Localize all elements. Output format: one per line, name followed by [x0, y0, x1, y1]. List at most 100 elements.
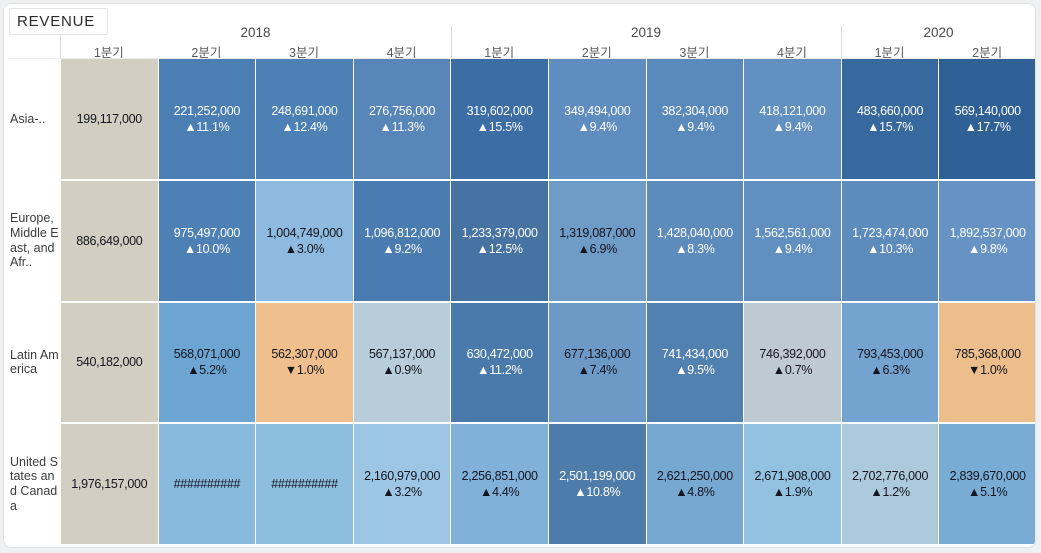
cell-value: 1,562,561,000 [754, 225, 831, 240]
cell-change: ▲4.4% [480, 485, 520, 500]
quarter-header[interactable]: 2분기 [972, 46, 1003, 60]
cell-value: ########## [271, 477, 338, 492]
cell-change: ▲9.8% [968, 241, 1008, 256]
cell-change: ▲12.4% [281, 119, 328, 134]
cell-change: ▲10.0% [183, 241, 230, 256]
cell-value: 2,160,979,000 [364, 469, 441, 484]
cell-value: 2,501,199,000 [559, 469, 636, 484]
cell-value: 199,117,000 [76, 111, 143, 126]
heatmap-cell[interactable]: 382,304,000 ▲9.4% [646, 59, 744, 179]
heatmap-cell[interactable]: 975,497,000 ▲10.0% [158, 180, 256, 301]
heatmap-cell[interactable]: 785,368,000 ▼1.0% [939, 302, 1035, 423]
revenue-card: REVENUE 2018 2019 2020 1분기 2분기 3분기 4분기 1분기 2분… [3, 3, 1036, 548]
heatmap-cell[interactable]: 1,233,379,000 ▲12.5% [451, 180, 548, 301]
heatmap-cell[interactable]: 568,071,000 ▲5.2% [158, 302, 256, 423]
year-separator [841, 26, 842, 59]
year-header-2019[interactable]: 2019 [630, 25, 662, 40]
cell-change: ▲11.1% [184, 119, 230, 134]
heatmap-cell[interactable]: 569,140,000 ▲17.7% [939, 59, 1035, 179]
cell-change: ▲3.2% [382, 485, 422, 500]
heatmap-cell[interactable]: 1,892,537,000 ▲9.8% [939, 180, 1035, 301]
row-label-text: United States and Canada [10, 454, 58, 513]
heatmap-cell[interactable]: 2,160,979,000 ▲3.2% [353, 424, 451, 544]
quarter-header[interactable]: 1분기 [484, 46, 515, 60]
heatmap-cell[interactable]: 349,494,000 ▲9.4% [548, 59, 646, 179]
cell-value: 418,121,000 [759, 103, 826, 118]
row-label[interactable]: Europe, Middle East, and Afr.. [8, 180, 60, 301]
heatmap-cell[interactable]: 319,602,000 ▲15.5% [451, 59, 548, 179]
cell-value: 2,671,908,000 [754, 469, 831, 484]
heatmap-cell[interactable]: 630,472,000 ▲11.2% [451, 302, 548, 423]
row-label[interactable]: United States and Canada [8, 424, 60, 544]
cell-value: 2,839,670,000 [949, 469, 1026, 484]
cell-change: ▲0.9% [382, 363, 422, 378]
year-header-2018[interactable]: 2018 [240, 25, 271, 40]
heatmap-cell[interactable]: 562,307,000 ▼1.0% [256, 302, 353, 423]
cell-value: 677,136,000 [564, 347, 631, 362]
heatmap-cell[interactable]: 886,649,000 [61, 180, 158, 301]
heatmap-cell[interactable]: 2,256,851,000 ▲4.4% [451, 424, 548, 544]
cell-value: 569,140,000 [954, 103, 1022, 118]
heatmap-cell[interactable]: 1,976,157,000 [61, 424, 158, 544]
heatmap-cell[interactable]: 1,096,812,000 ▲9.2% [353, 180, 451, 301]
quarter-header[interactable]: 4분기 [776, 46, 807, 60]
heatmap-cell[interactable]: 2,501,199,000 ▲10.8% [548, 424, 646, 544]
year-header-row: 2018 2019 2020 [4, 25, 1035, 41]
cell-change: ▲5.1% [968, 485, 1008, 500]
heatmap-cell[interactable]: 1,428,040,000 ▲8.3% [646, 180, 744, 301]
cell-value: 221,252,000 [173, 103, 241, 118]
cell-change: ▲10.8% [574, 485, 621, 500]
cell-value: 793,453,000 [856, 347, 924, 362]
row-label-text: Europe, Middle East, and Afr.. [10, 211, 59, 270]
cell-change: ▲7.4% [577, 363, 618, 378]
cell-change: ▲12.5% [476, 241, 523, 256]
heatmap-cell[interactable]: 793,453,000 ▲6.3% [841, 302, 939, 423]
cell-change: ▲11.3% [379, 119, 425, 134]
quarter-header[interactable]: 3분기 [679, 46, 710, 60]
heatmap-cell[interactable]: 741,434,000 ▲9.5% [646, 302, 744, 423]
heatmap-cell[interactable]: 746,392,000 ▲0.7% [744, 302, 841, 423]
heatmap-cell[interactable]: 2,702,776,000 ▲1.2% [841, 424, 939, 544]
cell-value: 1,892,537,000 [949, 225, 1026, 240]
heatmap-cell[interactable]: 418,121,000 ▲9.4% [744, 59, 841, 179]
quarter-header[interactable]: 1분기 [93, 46, 124, 60]
heatmap-cell[interactable]: 221,252,000 ▲11.1% [158, 59, 256, 179]
quarter-header[interactable]: 1분기 [874, 46, 905, 60]
cell-value: 2,621,250,000 [656, 469, 733, 484]
cell-change: ▲9.4% [675, 119, 715, 134]
heatmap-cell[interactable]: 1,562,561,000 ▲9.4% [744, 180, 841, 301]
heatmap-cell[interactable]: 2,621,250,000 ▲4.8% [646, 424, 744, 544]
heatmap-cell[interactable]: 248,691,000 ▲12.4% [256, 59, 353, 179]
heatmap-cell[interactable]: 1,004,749,000 ▲3.0% [256, 180, 353, 301]
year-header-2020[interactable]: 2020 [923, 25, 954, 40]
cell-value: 746,392,000 [759, 347, 826, 362]
row-label[interactable]: Asia-.. [8, 59, 60, 179]
heatmap-cell[interactable]: 199,117,000 [61, 59, 158, 179]
cell-value: 349,494,000 [564, 103, 631, 118]
heatmap-cell[interactable]: 2,671,908,000 ▲1.9% [744, 424, 841, 544]
heatmap-cell[interactable]: 276,756,000 ▲11.3% [353, 59, 451, 179]
heatmap-cell[interactable]: 1,319,087,000 ▲6.9% [548, 180, 646, 301]
heatmap-cell[interactable]: 1,723,474,000 ▲10.3% [841, 180, 939, 301]
quarter-header[interactable]: 2분기 [191, 46, 222, 60]
cell-change: ▲6.9% [577, 241, 618, 256]
cell-change: ▲9.2% [382, 241, 422, 256]
heatmap-cell[interactable]: 677,136,000 ▲7.4% [548, 302, 646, 423]
heatmap-cell[interactable]: 483,660,000 ▲15.7% [841, 59, 939, 179]
cell-change: ▲3.0% [284, 241, 325, 256]
heatmap-cell[interactable]: 567,137,000 ▲0.9% [353, 302, 451, 423]
quarter-header[interactable]: 3분기 [289, 46, 319, 60]
heatmap-cell[interactable]: ########## [158, 424, 256, 544]
cell-change: ▲0.7% [772, 363, 813, 378]
heatmap-cell[interactable]: 540,182,000 [61, 302, 158, 423]
cell-value: 1,096,812,000 [364, 225, 441, 240]
quarter-header[interactable]: 4분기 [386, 46, 417, 60]
row-label-text: Asia-.. [10, 111, 46, 126]
row-label[interactable]: Latin America [8, 302, 60, 423]
cell-value: 2,702,776,000 [852, 469, 929, 484]
heatmap-cell[interactable]: ########## [256, 424, 353, 544]
heatmap-cell[interactable]: 2,839,670,000 ▲5.1% [939, 424, 1035, 544]
quarter-header[interactable]: 2분기 [581, 46, 612, 60]
cell-value: 568,071,000 [173, 347, 241, 362]
cell-value: 2,256,851,000 [461, 469, 538, 484]
